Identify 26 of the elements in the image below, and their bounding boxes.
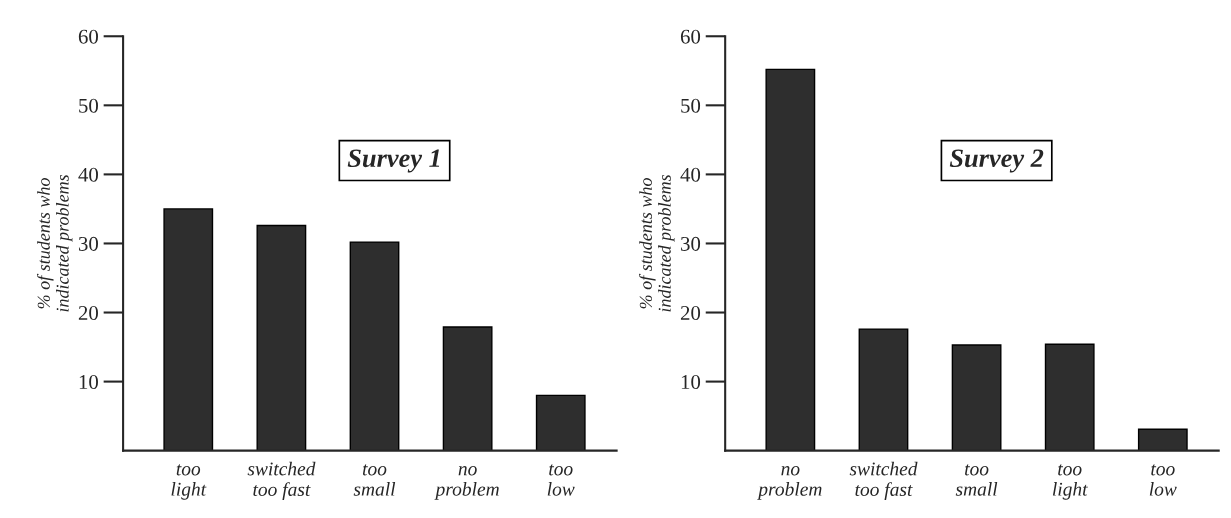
y-tick-label: 10 xyxy=(681,374,701,390)
x-tick-label: too light xyxy=(171,464,207,500)
x-tick-label: too small xyxy=(955,464,998,496)
y-tick-label: 60 xyxy=(680,29,701,44)
x-tick-label: too light xyxy=(1052,464,1088,500)
x-tick-label: no problem xyxy=(434,466,499,500)
y-tick-label: 50 xyxy=(681,98,701,113)
y-tick-label: 40 xyxy=(78,167,98,182)
y-tick-label: 10 xyxy=(79,374,98,390)
x-tick-label: too small xyxy=(353,464,396,496)
y-tick-label: 50 xyxy=(79,98,98,113)
x-tick-label: too low xyxy=(547,464,575,496)
y-tick-label: 60 xyxy=(78,29,98,44)
x-tick-label: switched too fast xyxy=(247,461,316,500)
y-axis-title: % of students who indicated problems xyxy=(639,174,675,312)
x-tick-label: no problem xyxy=(757,466,822,500)
y-tick-label: 40 xyxy=(680,167,701,182)
y-tick-label: 30 xyxy=(78,236,98,251)
annotation: Survey 1 xyxy=(347,149,440,173)
y-tick-label: 20 xyxy=(78,305,98,320)
y-tick-label: 30 xyxy=(681,236,701,251)
y-tick-label: 20 xyxy=(680,305,701,320)
annotation: Survey 2 xyxy=(949,149,1044,173)
x-tick-label: too low xyxy=(1149,464,1177,496)
y-axis-title: % of students who indicated problems xyxy=(36,174,73,312)
x-tick-label: switched too fast xyxy=(849,461,918,500)
